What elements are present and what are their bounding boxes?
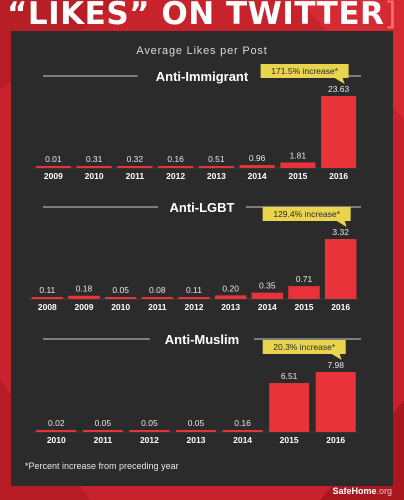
anti-muslim-value-label: 7.98 [327, 360, 344, 370]
anti-muslim-bar [315, 372, 356, 432]
anti-lgbt-value-label: 0.35 [259, 281, 276, 291]
anti-immigrant-value-label: 0.31 [86, 154, 103, 164]
brand-name: SafeHome [332, 486, 377, 496]
anti-muslim-value-label: 0.02 [48, 418, 65, 428]
anti-muslim-bar [269, 383, 310, 432]
anti-immigrant-bar [321, 96, 357, 168]
anti-lgbt-category-label: 2012 [185, 302, 204, 312]
anti-lgbt-bar [68, 295, 100, 299]
anti-lgbt-bar [141, 297, 174, 299]
brand-logo: SafeHome.org [332, 486, 392, 496]
anti-immigrant-category-label: 2011 [126, 171, 145, 181]
anti-lgbt-value-label: 0.20 [222, 283, 239, 293]
anti-muslim-value-label: 6.51 [281, 371, 298, 381]
anti-muslim-value-label: 0.05 [188, 418, 205, 428]
anti-immigrant-bar [239, 165, 275, 168]
anti-immigrant-value-label: 1.81 [290, 150, 307, 160]
anti-muslim-value-label: 0.16 [234, 418, 251, 428]
anti-immigrant-value-label: 0.16 [167, 154, 184, 164]
anti-immigrant-category-label: 2010 [85, 171, 104, 181]
anti-muslim-category-label: 2012 [140, 435, 159, 445]
chart-panel: Average Likes per Post Anti-Immigrant 0.0… [11, 31, 393, 486]
anti-immigrant-title: Anti-Immigrant [156, 69, 249, 84]
anti-muslim-bar [222, 430, 263, 432]
anti-lgbt-category-label: 2010 [111, 302, 130, 312]
anti-lgbt-title: Anti-LGBT [170, 200, 235, 215]
anti-muslim-bar [129, 430, 170, 432]
anti-muslim-bar [82, 430, 123, 432]
anti-lgbt-category-label: 2013 [221, 302, 240, 312]
anti-lgbt-value-label: 0.11 [186, 285, 202, 295]
anti-lgbt-category-label: 2015 [295, 302, 314, 312]
anti-muslim-bar [36, 430, 77, 432]
anti-immigrant-category-label: 2009 [44, 171, 63, 181]
anti-muslim-category-label: 2013 [187, 435, 206, 445]
anti-muslim-category-label: 2016 [326, 435, 345, 445]
anti-muslim-value-label: 0.05 [95, 418, 112, 428]
anti-immigrant-value-label: 0.96 [249, 153, 266, 163]
anti-immigrant-annotation: 171.5% increase* [271, 66, 338, 76]
anti-muslim-category-label: 2011 [94, 435, 113, 445]
anti-lgbt-bar [324, 239, 357, 299]
anti-lgbt-bar [214, 295, 247, 299]
anti-lgbt-bar [251, 292, 284, 299]
anti-lgbt-category-label: 2009 [75, 302, 94, 312]
anti-immigrant-value-label: 23.63 [328, 84, 350, 94]
chart-subtitle: Average Likes per Post [136, 45, 268, 57]
brand-suffix: .org [376, 486, 392, 496]
anti-lgbt-category-label: 2011 [148, 302, 167, 312]
anti-lgbt-category-label: 2008 [38, 302, 57, 312]
anti-muslim-annotation: 20.3% increase* [273, 342, 336, 352]
anti-muslim-category-label: 2014 [233, 435, 252, 445]
anti-immigrant-value-label: 0.32 [127, 154, 144, 164]
anti-lgbt-bar [288, 286, 320, 299]
anti-muslim-callout-pointer [331, 354, 342, 360]
anti-muslim-title: Anti-Muslim [165, 332, 239, 347]
anti-immigrant-bar [117, 166, 153, 168]
anti-lgbt-value-label: 0.11 [39, 285, 55, 295]
anti-immigrant-callout-pointer [334, 78, 345, 84]
anti-lgbt-value-label: 0.18 [76, 284, 93, 294]
anti-immigrant-bar [76, 166, 112, 168]
anti-immigrant-category-label: 2013 [207, 171, 226, 181]
anti-lgbt-value-label: 0.05 [112, 285, 129, 295]
anti-muslim-callout-box [262, 340, 346, 354]
anti-lgbt-value-label: 0.08 [149, 285, 166, 295]
anti-lgbt-category-label: 2014 [258, 302, 277, 312]
anti-immigrant-bar [158, 166, 194, 168]
anti-lgbt-callout-pointer [336, 221, 347, 227]
charts-canvas: Anti-Immigrant 0.01 2009 0.31 2010 0.32 2011 0.… [29, 64, 361, 445]
anti-lgbt-bar [104, 297, 137, 299]
anti-lgbt-annotation: 129.4% increase* [273, 209, 340, 219]
anti-muslim-value-label: 0.05 [141, 418, 158, 428]
anti-lgbt-callout-box [262, 207, 351, 221]
anti-lgbt-value-label: 3.32 [332, 227, 349, 237]
anti-immigrant-category-label: 2014 [248, 171, 267, 181]
anti-lgbt-bar [178, 297, 210, 299]
anti-immigrant-bar [35, 166, 71, 168]
anti-immigrant-value-label: 0.51 [208, 154, 225, 164]
title-text: “LIKES” ON TWITTER [7, 0, 385, 32]
page-title: “LIKES” ON TWITTER] [0, 0, 404, 34]
anti-immigrant-category-label: 2016 [329, 171, 348, 181]
title-bracket: ] [384, 0, 397, 32]
footnote: *Percent increase from preceding year [25, 461, 179, 471]
anti-immigrant-bar [198, 166, 234, 168]
anti-immigrant-value-label: 0.01 [45, 154, 62, 164]
anti-immigrant-bar [280, 162, 316, 168]
anti-lgbt-category-label: 2016 [331, 302, 350, 312]
anti-lgbt-value-label: 0.71 [296, 274, 313, 284]
anti-immigrant-callout-box [260, 64, 349, 78]
anti-muslim-category-label: 2015 [280, 435, 299, 445]
anti-muslim-bar [175, 430, 217, 432]
anti-immigrant-category-label: 2012 [166, 171, 185, 181]
anti-immigrant-category-label: 2015 [288, 171, 307, 181]
anti-lgbt-bar [31, 297, 64, 299]
anti-muslim-category-label: 2010 [47, 435, 66, 445]
